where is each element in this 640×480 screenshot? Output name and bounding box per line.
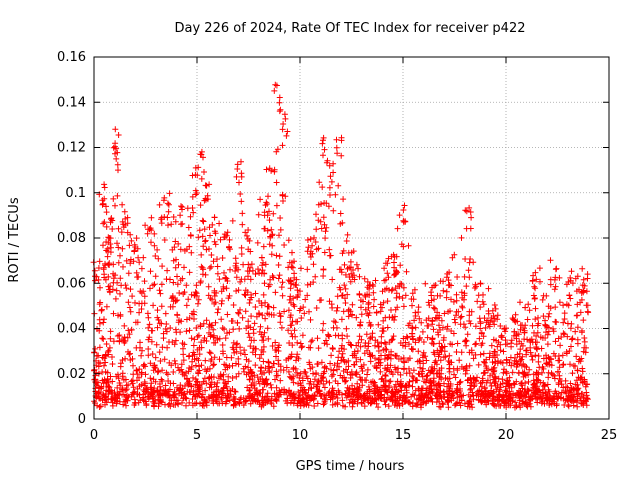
y-tick-label: 0.08 bbox=[57, 231, 86, 246]
x-tick-label: 10 bbox=[292, 428, 309, 443]
y-tick-label: 0.14 bbox=[57, 95, 86, 110]
y-tick-label: 0.06 bbox=[57, 276, 86, 291]
y-tick-label: 0.1 bbox=[65, 186, 86, 201]
x-tick-label: 15 bbox=[395, 428, 412, 443]
x-tick-label: 25 bbox=[601, 428, 618, 443]
y-tick-label: 0.04 bbox=[57, 322, 86, 337]
axis-ticks: 0 5 10 15 20 25 0 0.02 0.04 0.06 0.08 0.1 0.12 0.14 0.… bbox=[57, 50, 617, 443]
y-tick-label: 0.16 bbox=[57, 50, 86, 65]
data-points bbox=[90, 81, 592, 411]
x-tick-label: 20 bbox=[498, 428, 515, 443]
scatter-markers bbox=[90, 81, 592, 411]
x-tick-label: 0 bbox=[90, 428, 98, 443]
y-tick-label: 0.12 bbox=[57, 141, 86, 156]
chart-title: Day 226 of 2024, Rate Of TEC Index for r… bbox=[175, 21, 526, 36]
y-tick-label: 0.02 bbox=[57, 367, 86, 382]
x-axis-label: GPS time / hours bbox=[296, 459, 405, 474]
y-tick-label: 0 bbox=[78, 412, 86, 427]
x-tick-label: 5 bbox=[193, 428, 201, 443]
y-axis-label: ROTI / TECUs bbox=[7, 197, 22, 282]
